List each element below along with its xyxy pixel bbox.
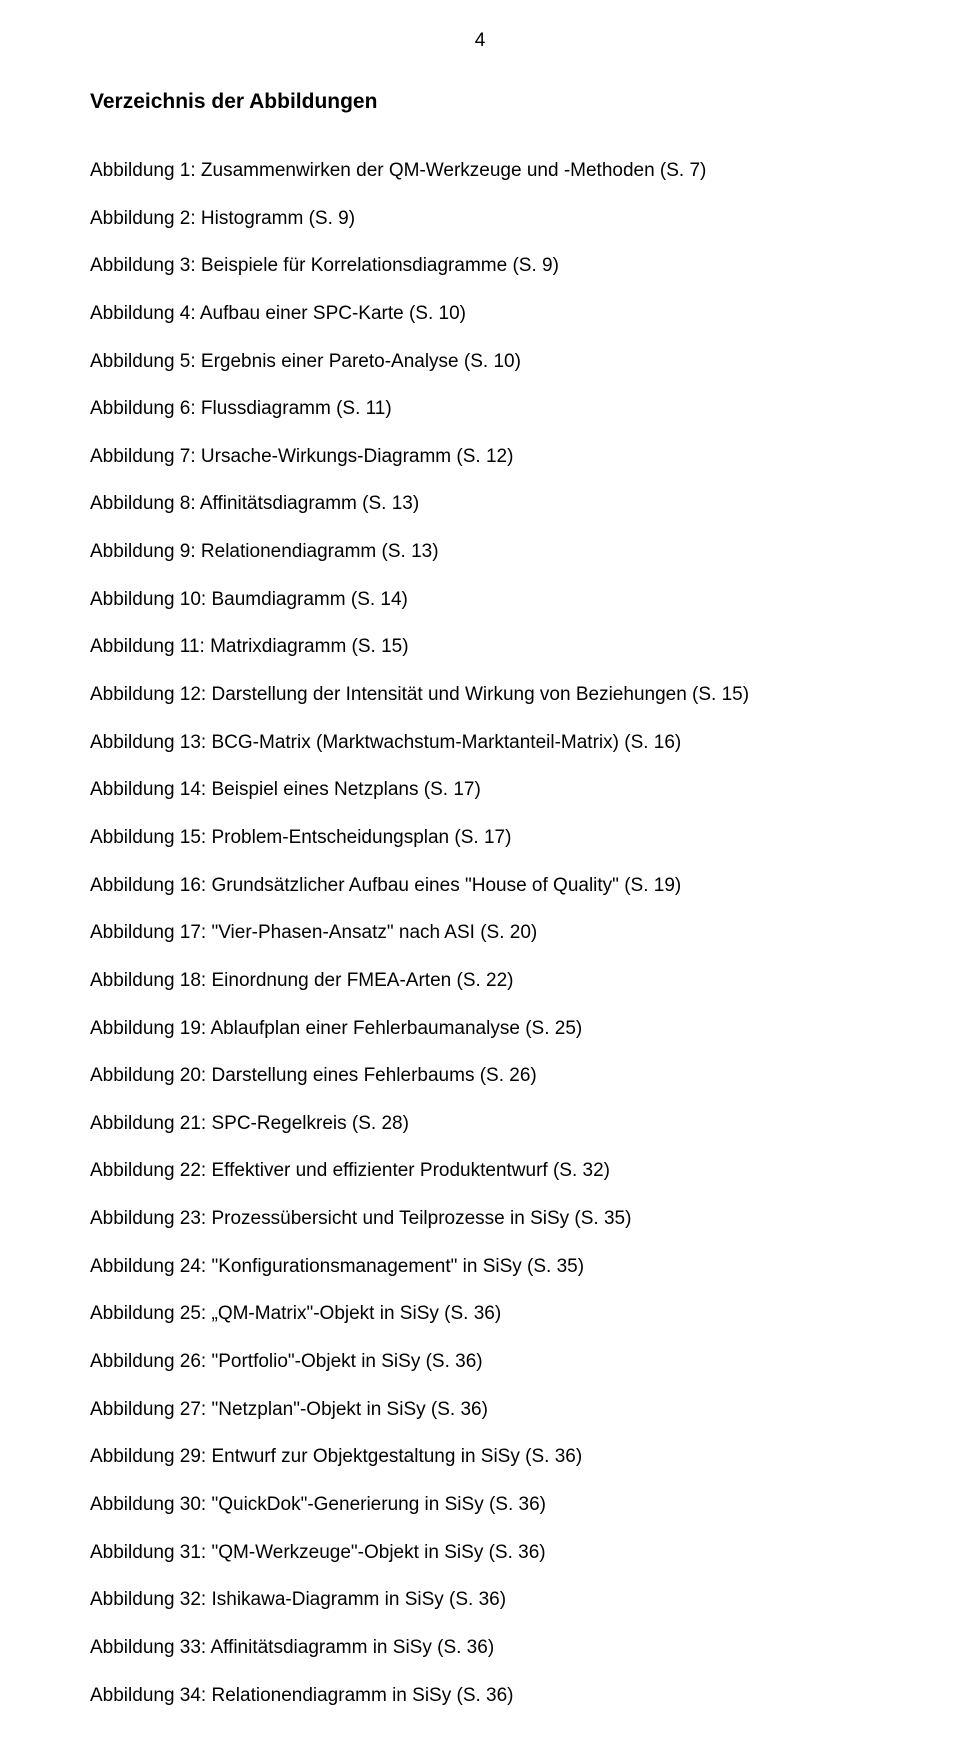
figure-entry: Abbildung 4: Aufbau einer SPC-Karte (S. … bbox=[90, 301, 870, 327]
figure-entry: Abbildung 18: Einordnung der FMEA-Arten … bbox=[90, 968, 870, 994]
figure-entry: Abbildung 33: Affinitätsdiagramm in SiSy… bbox=[90, 1635, 870, 1661]
figure-entry: Abbildung 24: "Konfigurationsmanagement"… bbox=[90, 1254, 870, 1280]
figure-entry: Abbildung 21: SPC-Regelkreis (S. 28) bbox=[90, 1111, 870, 1137]
figure-entry: Abbildung 12: Darstellung der Intensität… bbox=[90, 682, 870, 708]
figure-entry: Abbildung 34: Relationendiagramm in SiSy… bbox=[90, 1683, 870, 1709]
figure-entry: Abbildung 27: "Netzplan"-Objekt in SiSy … bbox=[90, 1397, 870, 1423]
figure-entry: Abbildung 29: Entwurf zur Objektgestaltu… bbox=[90, 1444, 870, 1470]
figure-entry: Abbildung 31: "QM-Werkzeuge"-Objekt in S… bbox=[90, 1540, 870, 1566]
figure-entry: Abbildung 17: "Vier-Phasen-Ansatz" nach … bbox=[90, 920, 870, 946]
figure-entry: Abbildung 5: Ergebnis einer Pareto-Analy… bbox=[90, 349, 870, 375]
figure-entry: Abbildung 7: Ursache-Wirkungs-Diagramm (… bbox=[90, 444, 870, 470]
list-of-figures-heading: Verzeichnis der Abbildungen bbox=[90, 90, 870, 114]
figure-entry: Abbildung 6: Flussdiagramm (S. 11) bbox=[90, 396, 870, 422]
figure-entry: Abbildung 14: Beispiel eines Netzplans (… bbox=[90, 777, 870, 803]
figure-entry: Abbildung 9: Relationendiagramm (S. 13) bbox=[90, 539, 870, 565]
figure-entry: Abbildung 3: Beispiele für Korrelationsd… bbox=[90, 253, 870, 279]
figure-entry: Abbildung 1: Zusammenwirken der QM-Werkz… bbox=[90, 158, 870, 184]
figure-entry: Abbildung 8: Affinitätsdiagramm (S. 13) bbox=[90, 491, 870, 517]
figure-entries-container: Abbildung 1: Zusammenwirken der QM-Werkz… bbox=[90, 158, 870, 1708]
figure-entry: Abbildung 13: BCG-Matrix (Marktwachstum-… bbox=[90, 730, 870, 756]
figure-entry: Abbildung 20: Darstellung eines Fehlerba… bbox=[90, 1063, 870, 1089]
figure-entry: Abbildung 19: Ablaufplan einer Fehlerbau… bbox=[90, 1016, 870, 1042]
figure-entry: Abbildung 23: Prozessübersicht und Teilp… bbox=[90, 1206, 870, 1232]
figure-entry: Abbildung 22: Effektiver und effizienter… bbox=[90, 1158, 870, 1184]
figure-entry: Abbildung 16: Grundsätzlicher Aufbau ein… bbox=[90, 873, 870, 899]
figure-entry: Abbildung 26: "Portfolio"-Objekt in SiSy… bbox=[90, 1349, 870, 1375]
figure-entry: Abbildung 32: Ishikawa-Diagramm in SiSy … bbox=[90, 1587, 870, 1613]
figure-entry: Abbildung 30: "QuickDok"-Generierung in … bbox=[90, 1492, 870, 1518]
document-page: 4 Verzeichnis der Abbildungen Abbildung … bbox=[0, 0, 960, 1760]
figure-entry: Abbildung 25: „QM-Matrix"-Objekt in SiSy… bbox=[90, 1301, 870, 1327]
page-number: 4 bbox=[90, 30, 870, 52]
figure-entry: Abbildung 15: Problem-Entscheidungsplan … bbox=[90, 825, 870, 851]
figure-entry: Abbildung 2: Histogramm (S. 9) bbox=[90, 206, 870, 232]
figure-entry: Abbildung 11: Matrixdiagramm (S. 15) bbox=[90, 634, 870, 660]
figure-entry: Abbildung 10: Baumdiagramm (S. 14) bbox=[90, 587, 870, 613]
